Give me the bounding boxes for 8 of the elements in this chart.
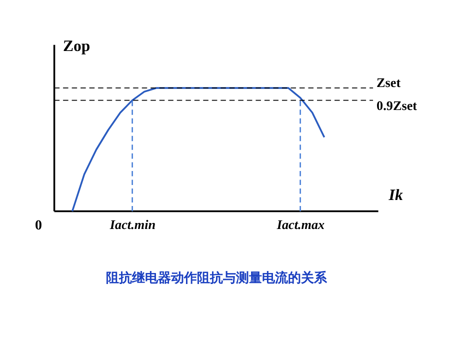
text: 0 bbox=[35, 218, 42, 234]
ref-line-label: 0.9Zset bbox=[376, 98, 418, 113]
ref-line-label: Zset bbox=[376, 75, 402, 90]
text: 阻抗继电器动作阻抗与测量电流的关系 bbox=[106, 270, 328, 286]
y-axis-title: Zop bbox=[63, 38, 90, 55]
x-tick-label: Iact.min bbox=[108, 217, 156, 232]
x-tick-label: Iact.max bbox=[276, 217, 326, 232]
x-axis-title: Ik bbox=[388, 186, 403, 204]
